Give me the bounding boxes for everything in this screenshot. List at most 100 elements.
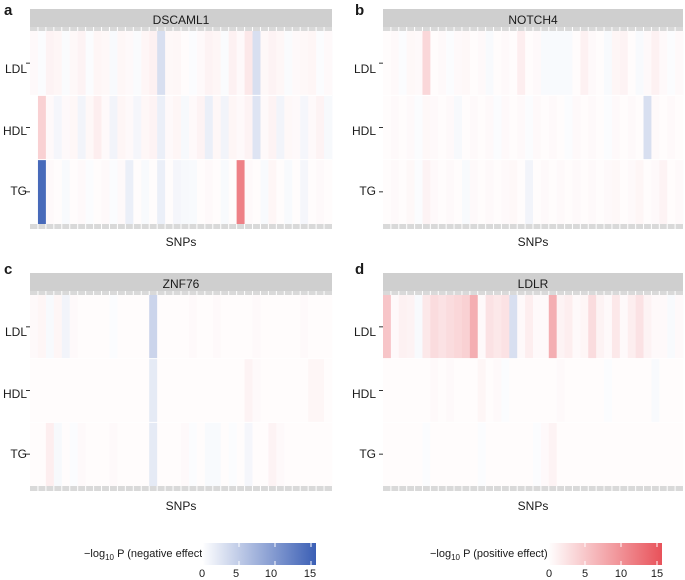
heatmap-cell <box>149 295 158 359</box>
heatmap-cell <box>292 31 301 96</box>
heatmap-cell <box>548 31 558 96</box>
heatmap-cell <box>414 31 423 96</box>
heatmap-cell <box>414 295 423 359</box>
x-axis-label: SNPs <box>517 235 549 249</box>
heatmap-cell <box>667 358 676 423</box>
row-label-tg: TG <box>359 184 376 198</box>
heatmap-cell <box>149 159 158 225</box>
x-axis-label: SNPs <box>517 499 549 513</box>
heatmap-cell <box>316 159 325 225</box>
heatmap-cell <box>627 358 637 423</box>
heatmap-cell <box>533 295 542 359</box>
heatmap-cell <box>141 95 150 160</box>
heatmap-cell <box>133 358 142 423</box>
heatmap-plot <box>26 27 333 229</box>
heatmap-cell <box>596 31 605 96</box>
heatmap-cell <box>149 358 158 423</box>
heatmap-cell <box>165 159 174 225</box>
heatmap-cell <box>540 159 550 225</box>
heatmap-cell <box>204 295 214 359</box>
panel-title-strip: LDLR <box>383 273 683 295</box>
heatmap-cell <box>284 159 293 225</box>
heatmap-cell <box>117 295 126 359</box>
legend-tick: 0 <box>198 568 206 580</box>
heatmap-cell <box>149 95 158 160</box>
heatmap-cell <box>284 295 293 359</box>
heatmap-cell <box>390 95 400 160</box>
heatmap-cell <box>533 159 542 225</box>
heatmap-cell <box>667 422 676 487</box>
heatmap-cell <box>604 358 613 423</box>
row-label-ldl: LDL <box>4 62 27 76</box>
heatmap-cell <box>165 295 174 359</box>
heatmap-cell <box>181 95 190 160</box>
heatmap-cell <box>556 422 565 487</box>
heatmap-cell <box>604 422 613 487</box>
heatmap-cell <box>517 95 526 160</box>
heatmap-cell <box>125 95 134 160</box>
heatmap-cell <box>93 295 102 359</box>
legend-tick: 5 <box>232 568 240 580</box>
heatmap-cell <box>324 295 333 359</box>
heatmap-cell <box>69 31 79 96</box>
heatmap-cell <box>572 31 581 96</box>
heatmap-cell <box>635 295 644 359</box>
heatmap-cell <box>181 159 190 225</box>
heatmap-cell <box>604 295 613 359</box>
heatmap-cell <box>204 422 214 487</box>
heatmap-cell <box>292 358 301 423</box>
heatmap-cell <box>260 358 269 423</box>
heatmap-cell <box>292 422 301 487</box>
heatmap-cell <box>588 95 597 160</box>
heatmap-cell <box>533 358 542 423</box>
heatmap-cell <box>61 31 71 96</box>
heatmap-cell <box>414 422 423 487</box>
heatmap-cell <box>212 295 222 359</box>
heatmap-cell <box>30 422 39 487</box>
heatmap-cell <box>548 422 558 487</box>
heatmap-cell <box>244 95 253 160</box>
heatmap-cell <box>228 295 238 359</box>
heatmap-cell <box>517 31 526 96</box>
heatmap-cell <box>196 31 206 96</box>
heatmap-cell <box>236 31 245 96</box>
heatmap-cell <box>260 95 269 160</box>
heatmap-cell <box>454 358 463 423</box>
heatmap-cell <box>383 31 392 96</box>
heatmap-cell <box>125 295 134 359</box>
heatmap-cell <box>316 358 325 423</box>
heatmap-cell <box>446 358 455 423</box>
heatmap-cell <box>260 159 269 225</box>
heatmap-cell <box>438 358 447 423</box>
heatmap-plot <box>379 291 684 491</box>
heatmap-cell <box>117 159 126 225</box>
heatmap-cell <box>454 95 463 160</box>
heatmap-cell <box>383 422 392 487</box>
heatmap-cell <box>461 422 471 487</box>
heatmap-cell <box>149 422 158 487</box>
heatmap-cell <box>619 295 629 359</box>
heatmap-cell <box>604 95 613 160</box>
heatmap-cell <box>572 159 581 225</box>
heatmap-cell <box>212 31 222 96</box>
heatmap-cell <box>292 295 301 359</box>
heatmap-cell <box>422 358 431 423</box>
heatmap-plot <box>26 291 333 491</box>
heatmap-cell <box>101 295 110 359</box>
legend-title: −log10 P (negative effect) <box>84 548 206 563</box>
row-label-hdl: HDL <box>2 124 27 138</box>
heatmap-cell <box>228 422 238 487</box>
legend-tick: 15 <box>303 568 317 580</box>
heatmap-cell <box>438 31 447 96</box>
heatmap-cell <box>383 95 392 160</box>
heatmap-cell <box>165 31 174 96</box>
heatmap-cell <box>469 95 479 160</box>
heatmap-cell <box>61 422 71 487</box>
heatmap-cell <box>300 31 309 96</box>
heatmap-cell <box>454 422 463 487</box>
heatmap-cell <box>220 31 230 96</box>
heatmap-cell <box>133 31 142 96</box>
heatmap-cell <box>509 31 518 96</box>
heatmap-cell <box>196 358 206 423</box>
heatmap-cell <box>181 31 190 96</box>
